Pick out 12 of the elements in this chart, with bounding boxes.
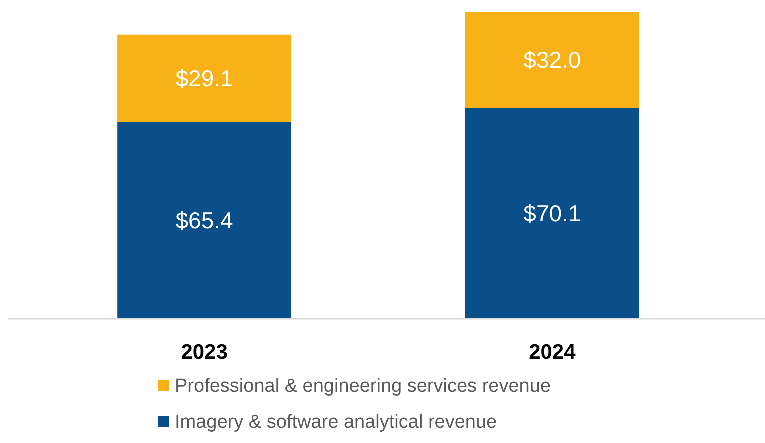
bar: [118, 34, 292, 122]
bar: [465, 12, 640, 108]
data-label: $70.1: [524, 200, 582, 227]
bar: [118, 122, 292, 319]
data-label: $65.4: [176, 208, 234, 234]
bar: [465, 108, 640, 319]
legend-label: Professional & engineering services revenue: [175, 376, 551, 397]
data-label: $32.0: [524, 47, 582, 74]
x-tick-label: 2024: [529, 341, 576, 364]
x-tick-label: 2023: [181, 341, 228, 364]
data-label: $29.1: [176, 66, 234, 92]
legend-label: Imagery & software analytical revenue: [175, 412, 498, 433]
